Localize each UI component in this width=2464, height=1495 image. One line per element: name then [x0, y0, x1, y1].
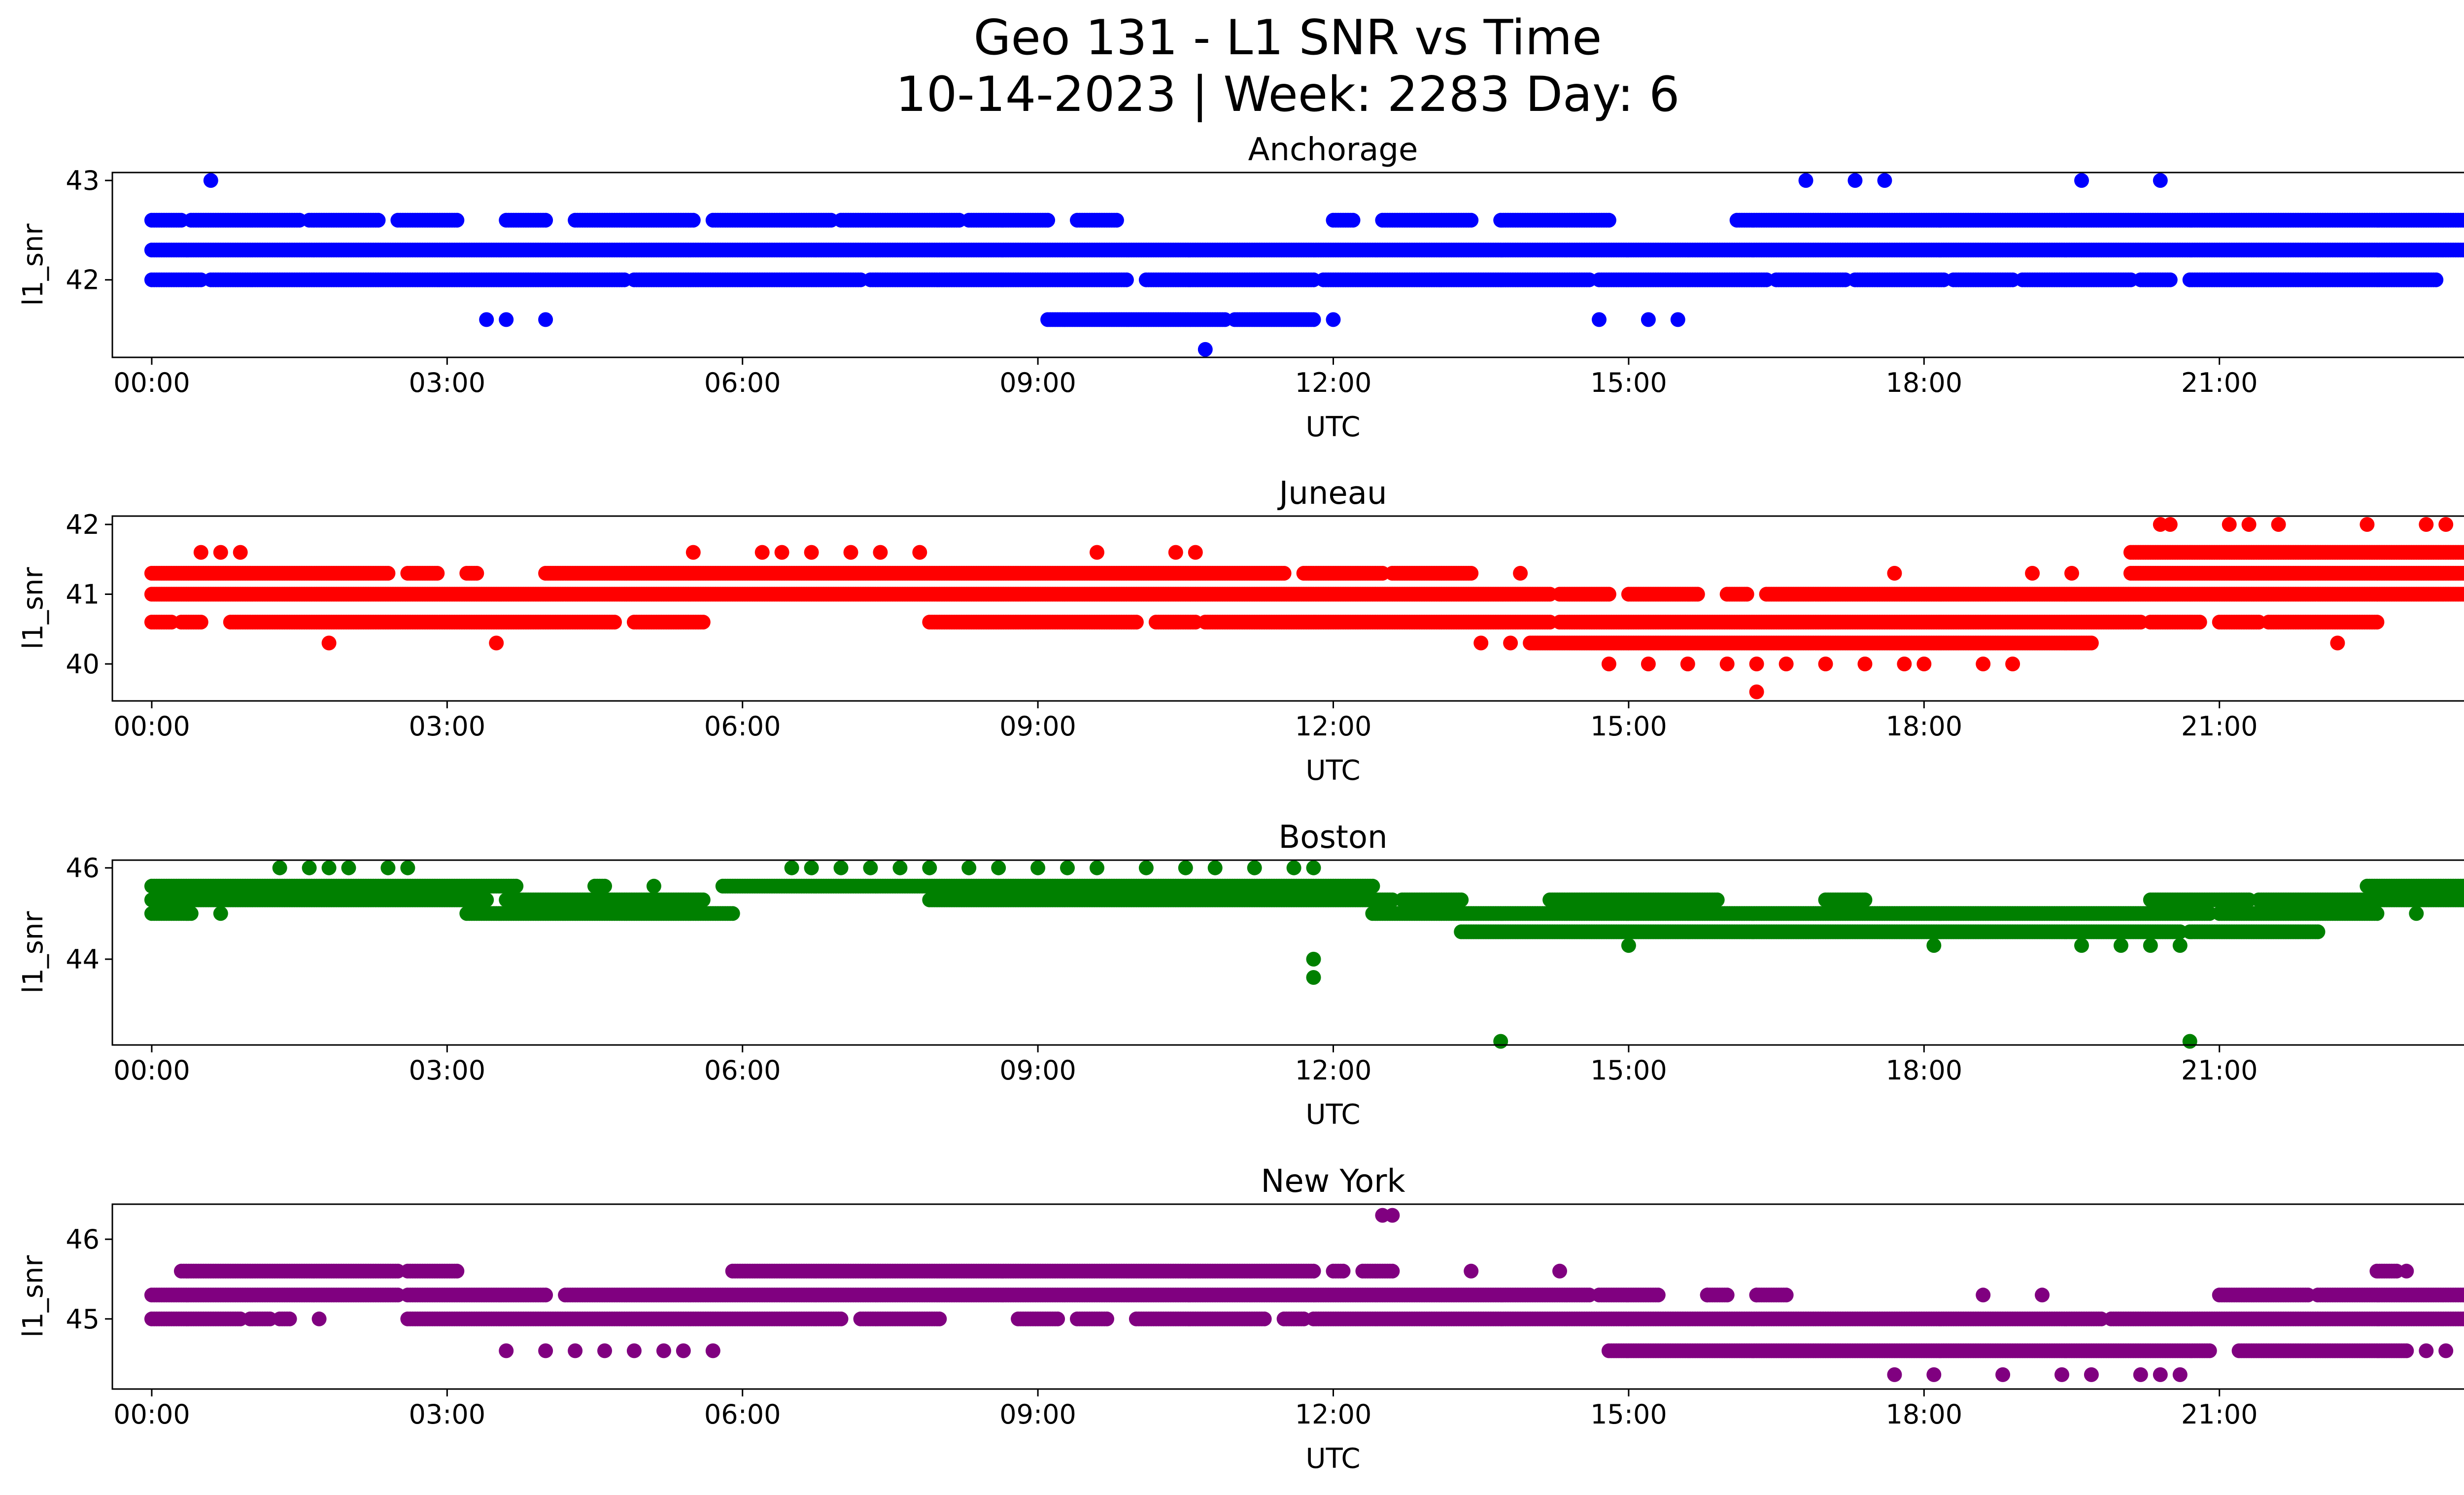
scatter-point	[1326, 312, 1341, 327]
scatter-point	[685, 212, 701, 228]
scatter-point	[2074, 173, 2089, 188]
subplot-anchorage: Anchorage 42 43 00:00 03:00 06:00 09:00 12:00…	[17, 132, 2464, 443]
scatter-point	[1690, 587, 1705, 602]
scatter-point	[449, 212, 465, 228]
x-tick-label: 03:00	[409, 367, 486, 398]
subplot-title: Anchorage	[1248, 132, 1418, 168]
plot-frame	[111, 172, 2464, 358]
scatter-point	[1739, 587, 1754, 602]
x-tick-label: 06:00	[704, 367, 781, 398]
scatter-point	[1670, 312, 1685, 327]
scatter-point	[1601, 587, 1616, 602]
scatter-point	[380, 566, 396, 581]
scatter-point	[1592, 312, 1607, 327]
scatter-point	[1464, 566, 1479, 581]
scatter-point	[1641, 312, 1656, 327]
scatter-point	[1601, 212, 1616, 228]
y-axis-label: l1_snr	[17, 223, 49, 306]
figure-title-line2: 10-14-2023 | Week: 2283 Day: 6	[896, 67, 1680, 123]
scatter-point	[499, 312, 514, 327]
scatter-point	[2162, 272, 2178, 287]
scatter-point	[538, 312, 553, 327]
scatter-point	[479, 312, 494, 327]
scatter-point	[695, 615, 711, 630]
scatter-point	[1464, 212, 1479, 228]
scatter-point	[1306, 312, 1321, 327]
scatter-point	[1798, 173, 1814, 188]
scatter-point	[203, 173, 218, 188]
scatter-point	[1848, 173, 1863, 188]
scatter-point	[1129, 615, 1144, 630]
figure-title-line1: Geo 131 - L1 SNR vs Time	[974, 10, 1602, 66]
x-axis: 00:00 03:00 06:00 09:00 12:00 15:00 18:00 21:00…	[113, 357, 2258, 398]
scatter-point	[469, 566, 484, 581]
scatter-point	[430, 566, 445, 581]
scatter-point	[193, 615, 208, 630]
scatter-point	[607, 615, 622, 630]
y-axis: 42 43	[66, 165, 112, 296]
x-axis-label: UTC	[1305, 411, 1360, 443]
x-tick-label: 12:00	[1295, 367, 1372, 398]
x-tick-label: 00:00	[113, 367, 190, 398]
scatter-point	[371, 212, 386, 228]
subplot-title: Juneau	[1277, 475, 1387, 512]
scatter-point	[1119, 272, 1134, 287]
scatter-points	[144, 517, 2464, 699]
scatter-point	[1198, 342, 1213, 357]
x-tick-label: 09:00	[999, 367, 1076, 398]
x-tick-label: 18:00	[1885, 367, 1962, 398]
scatter-point	[1040, 212, 1056, 228]
y-tick-label: 43	[66, 165, 100, 196]
x-tick-label: 15:00	[1590, 367, 1667, 398]
scatter-point	[2153, 173, 2168, 188]
scatter-point	[1276, 566, 1292, 581]
scatter-point	[1109, 212, 1124, 228]
scatter-point	[1877, 173, 1892, 188]
scatter-points	[144, 173, 2464, 357]
x-tick-label: 21:00	[2181, 367, 2258, 398]
y-tick-label: 42	[66, 265, 100, 296]
scatter-point	[2429, 272, 2444, 287]
scatter-point	[538, 212, 553, 228]
scatter-point	[1345, 212, 1361, 228]
